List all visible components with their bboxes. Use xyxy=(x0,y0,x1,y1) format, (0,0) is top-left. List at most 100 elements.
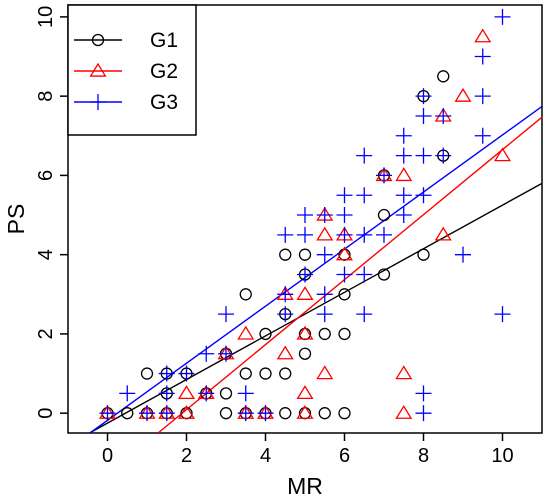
point-g3 xyxy=(356,187,373,204)
x-tick-label: 6 xyxy=(339,445,350,467)
point-g1 xyxy=(338,407,351,420)
point-g3 xyxy=(415,405,432,422)
point-g1 xyxy=(140,367,154,380)
y-tick-label: 2 xyxy=(35,328,57,339)
plot-frame xyxy=(67,4,543,434)
point-g3 xyxy=(336,266,353,283)
point-g1 xyxy=(259,327,272,341)
point-g3 xyxy=(356,226,373,243)
point-g2 xyxy=(276,345,294,360)
point-g3 xyxy=(494,8,511,25)
point-g1 xyxy=(377,268,391,281)
point-g3 xyxy=(356,147,373,164)
y-tick-label: 10 xyxy=(35,6,57,28)
x-tick-label: 10 xyxy=(491,445,513,467)
point-g1 xyxy=(437,70,450,83)
point-g1 xyxy=(259,367,272,380)
legend-label-g2: G2 xyxy=(150,60,178,83)
point-g1 xyxy=(338,288,351,301)
point-g3 xyxy=(237,405,254,422)
y-axis: 0 2 4 6 8 10 xyxy=(35,6,68,419)
legend-box xyxy=(67,4,197,136)
point-g3 xyxy=(415,385,432,402)
data-points xyxy=(98,8,512,422)
legend-label-g1: G1 xyxy=(150,29,178,52)
point-g1 xyxy=(239,367,252,380)
x-axis-title: MR xyxy=(287,473,323,499)
point-g3 xyxy=(316,207,333,224)
point-g1 xyxy=(318,327,331,341)
point-g3 xyxy=(336,207,353,224)
x-axis: 0 2 4 6 8 10 xyxy=(102,433,514,467)
fit-line-g3 xyxy=(89,105,543,434)
point-g1 xyxy=(279,407,292,420)
point-g2 xyxy=(296,286,314,300)
point-g2 xyxy=(335,246,354,261)
point-g3 xyxy=(237,385,254,402)
point-g3 xyxy=(395,187,412,204)
point-g3 xyxy=(139,405,155,422)
point-g3 xyxy=(356,266,373,283)
point-g3 xyxy=(356,306,373,323)
point-g1 xyxy=(338,327,351,341)
x-tick-label: 8 xyxy=(418,445,429,467)
point-g1 xyxy=(239,288,252,301)
point-g2 xyxy=(316,226,334,241)
legend-label-g3: G3 xyxy=(150,91,178,114)
point-g3 xyxy=(277,226,294,243)
point-g2 xyxy=(493,147,512,162)
point-g3 xyxy=(435,147,452,164)
point-g3 xyxy=(218,345,234,362)
point-g3 xyxy=(474,48,491,65)
y-tick-label: 6 xyxy=(35,170,57,181)
point-g3 xyxy=(415,147,432,164)
point-g3 xyxy=(297,207,313,224)
legend: G1 G2 G3 xyxy=(67,4,197,136)
point-g2 xyxy=(454,87,472,102)
point-g3 xyxy=(336,187,353,204)
fit-line-g1 xyxy=(89,182,543,434)
point-g3 xyxy=(415,107,432,124)
point-g3 xyxy=(119,385,136,402)
point-g2 xyxy=(296,404,314,419)
point-g2 xyxy=(395,404,413,419)
point-g2 xyxy=(177,385,196,400)
point-g1 xyxy=(318,407,331,420)
point-g1 xyxy=(279,367,292,380)
point-g1 xyxy=(219,407,233,420)
point-g3 xyxy=(376,226,392,243)
point-g3 xyxy=(474,88,491,105)
y-axis-title: PS xyxy=(3,204,29,235)
point-g3 xyxy=(99,405,116,422)
legend-marker-g1 xyxy=(91,33,105,47)
point-g3 xyxy=(336,226,353,243)
point-g3 xyxy=(198,385,215,402)
point-g3 xyxy=(316,246,333,263)
point-g3 xyxy=(297,266,313,283)
y-tick-label: 8 xyxy=(35,91,57,102)
point-g1 xyxy=(298,248,312,261)
legend-marker-g3 xyxy=(90,94,106,110)
point-g3 xyxy=(218,306,234,323)
point-g3 xyxy=(178,365,195,382)
point-g3 xyxy=(395,147,412,164)
point-g2 xyxy=(177,404,196,419)
legend-marker-g2 xyxy=(89,62,107,77)
point-g3 xyxy=(395,207,412,224)
fit-lines xyxy=(89,105,543,434)
y-tick-label: 4 xyxy=(35,249,57,260)
point-g3 xyxy=(395,127,412,144)
x-tick-label: 2 xyxy=(181,445,192,467)
point-g2 xyxy=(296,325,314,340)
point-g3 xyxy=(158,405,175,422)
point-g3 xyxy=(257,405,274,422)
point-g2 xyxy=(395,365,413,380)
point-g3 xyxy=(277,286,294,303)
point-g3 xyxy=(474,127,491,144)
point-g3 xyxy=(198,345,215,362)
point-g2 xyxy=(474,28,492,43)
point-g3 xyxy=(297,226,313,243)
x-tick-label: 0 xyxy=(102,445,113,467)
point-g2 xyxy=(296,385,314,400)
